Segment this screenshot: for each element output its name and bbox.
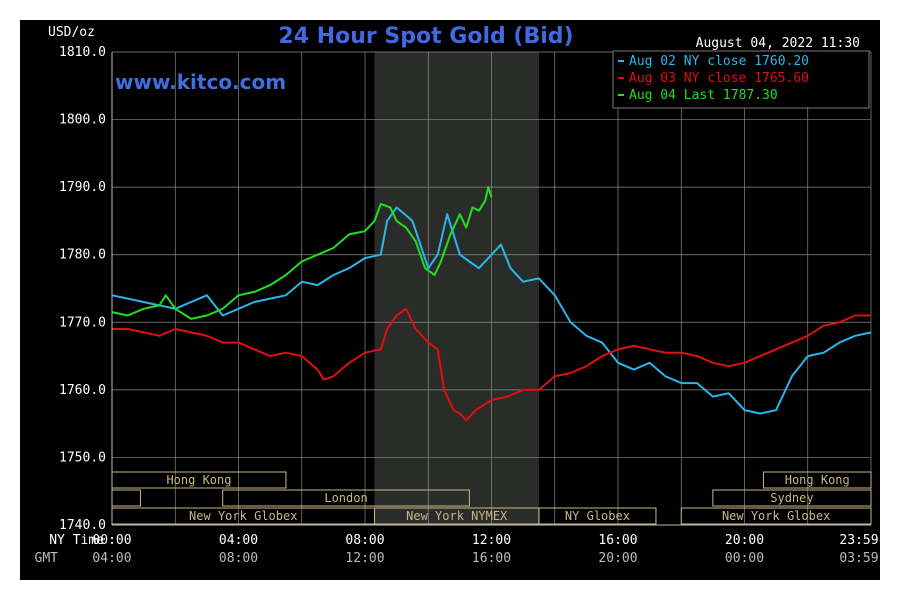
market-sessions: Hong Kong Hong Kong London Sydney New York G… (111, 471, 872, 525)
legend-aug04: Aug 04 Last 1787.30 (629, 88, 778, 103)
x-tick-gmt-0: 04:00 (92, 551, 131, 566)
market-box-1 (762, 471, 872, 489)
y-tick-label-2: 1790.0 (59, 180, 106, 195)
gmt-row-label: GMT (35, 551, 59, 566)
market-box-3 (222, 489, 470, 507)
series-line-1 (112, 307, 871, 422)
market-label-7: NY Globex (565, 509, 630, 523)
x-tick-ny-1: 04:00 (219, 533, 258, 548)
y-tick-label-1: 1800.0 (59, 113, 106, 128)
series-line-2 (111, 186, 493, 320)
x-tick-gmt-5: 00:00 (725, 551, 764, 566)
ny-session-shade (374, 52, 539, 525)
x-tick-ny-5: 20:00 (725, 533, 764, 548)
gold-chart: Hong Kong Hong Kong London Sydney New York G… (20, 20, 880, 580)
y-unit-label: USD/oz (48, 25, 95, 40)
market-label-6: New York NYMEX (406, 509, 508, 523)
series-line-0 (111, 206, 872, 415)
x-tick-gmt-4: 20:00 (598, 551, 637, 566)
x-tick-gmt-3: 16:00 (472, 551, 511, 566)
chart-title: 24 Hour Spot Gold (Bid) (278, 24, 573, 49)
market-label-3: London (324, 491, 367, 505)
y-tick-label-5: 1760.0 (59, 383, 106, 398)
y-tick-label-4: 1770.0 (59, 315, 106, 330)
price-series (111, 186, 872, 422)
x-tick-gmt-2: 12:00 (345, 551, 384, 566)
y-tick-label-3: 1780.0 (59, 248, 106, 263)
x-tick-gmt-1: 08:00 (219, 551, 258, 566)
legend: Aug 02 NY close 1760.20 Aug 03 NY close … (612, 50, 870, 109)
market-label-4: Sydney (770, 491, 813, 505)
x-tick-gmt-6: 03:59 (839, 551, 878, 566)
market-box-7 (538, 507, 657, 525)
chart-svg: Hong Kong Hong Kong London Sydney New York G… (20, 20, 880, 580)
legend-swatch-aug02 (618, 60, 624, 62)
legend-aug02: Aug 02 NY close 1760.20 (629, 54, 809, 69)
legend-box (612, 50, 870, 109)
timestamp: August 04, 2022 11:30 (696, 36, 860, 51)
y-tick-label-0: 1810.0 (59, 45, 106, 60)
x-tick-ny-0: 00:00 (92, 533, 131, 548)
ny-time-row-label: NY Time (49, 533, 104, 548)
x-tick-ny-4: 16:00 (598, 533, 637, 548)
y-tick-label-6: 1750.0 (59, 450, 106, 465)
market-box-4 (712, 489, 872, 507)
x-tick-ny-2: 08:00 (345, 533, 384, 548)
legend-swatch-aug03 (618, 77, 624, 79)
market-hours-shade (374, 52, 539, 525)
market-label-8: New York Globex (722, 509, 830, 523)
market-box-8 (680, 507, 872, 525)
x-tick-ny-3: 12:00 (472, 533, 511, 548)
market-label-1: Hong Kong (785, 473, 850, 487)
legend-swatch-aug04 (618, 94, 624, 96)
axes: 1810.0 1800.0 1790.0 1780.0 1770.0 1760.0 1750… (59, 45, 879, 566)
x-tick-ny-6: 23:59 (839, 533, 878, 548)
y-tick-label-7: 1740.0 (59, 518, 106, 533)
market-label-0: Hong Kong (166, 473, 231, 487)
market-label-5: New York Globex (189, 509, 297, 523)
kitco-watermark: www.kitco.com (115, 70, 286, 94)
legend-aug03: Aug 03 NY close 1765.60 (629, 71, 809, 86)
